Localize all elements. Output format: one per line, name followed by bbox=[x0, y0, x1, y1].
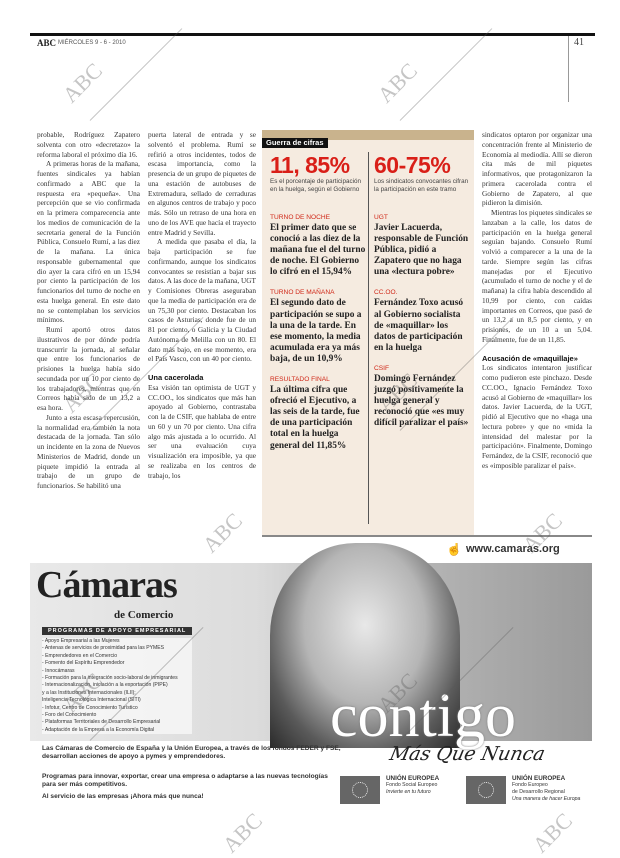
item-label: Resultado final bbox=[270, 376, 330, 384]
ad-text-3: Al servicio de las empresas ¡Ahora más q… bbox=[42, 793, 204, 800]
sidebar-unions: 60-75% Los sindicatos convocantes cifran… bbox=[374, 152, 470, 440]
item-label: CSIF bbox=[374, 364, 390, 372]
paragraph: A medida que pasaba el día, la baja part… bbox=[148, 237, 257, 364]
program-item: - Apoyo Empresarial a las Mujeres bbox=[42, 638, 120, 644]
paragraph: A primeras horas de la mañana, fuentes s… bbox=[37, 159, 140, 325]
paragraph: Los sindicatos intentaron justificar com… bbox=[482, 363, 592, 470]
item-text: La última cifra que ofreció el Ejecutivo… bbox=[270, 385, 360, 451]
article-column-2: puerta lateral de entrada y se solventó … bbox=[148, 130, 256, 480]
paragraph: Rumí aportó otros datos ilustrativos de … bbox=[37, 325, 140, 412]
unions-figure: 60-75% bbox=[374, 152, 451, 178]
eu-line: Invierte en tu futuro bbox=[386, 789, 431, 795]
paragraph: Esa visión tan optimista de UGT y CC.OO.… bbox=[148, 382, 256, 480]
program-item: - Emprendedores en el Comercio bbox=[42, 652, 118, 659]
eu-flag-icon bbox=[466, 776, 506, 804]
ad-url-link[interactable]: www.camaras.org bbox=[466, 543, 560, 555]
article-column-4: sindicatos optaron por organizar una con… bbox=[482, 130, 592, 471]
page-number: 41 bbox=[574, 37, 584, 48]
camaras-logo-sub: de Comercio bbox=[114, 609, 174, 621]
sidebar-header: Guerra de cifras bbox=[262, 130, 474, 148]
watermark: ABC bbox=[372, 57, 423, 108]
ad-photo-woman bbox=[270, 543, 460, 748]
paragraph: sindicatos optaron por organizar una con… bbox=[482, 130, 592, 208]
government-caption: Es el porcentaje de participación en la … bbox=[270, 178, 362, 193]
item-text: El segundo dato de participación se supo… bbox=[270, 298, 362, 364]
eu-line: Fondo Social Europeo bbox=[386, 782, 438, 788]
program-item: - Formación para la integración socio-la… bbox=[42, 675, 178, 682]
eu-line: Fondo Europeo bbox=[512, 782, 548, 788]
program-item: Inteligencia Tecnológica Internacional (… bbox=[42, 697, 141, 704]
unions-caption: Los sindicatos convocantes cifran la par… bbox=[374, 178, 469, 193]
ad-slogan: contigo bbox=[330, 682, 516, 750]
paragraph: Junto a esta escasa repercusión, la norm… bbox=[37, 412, 140, 490]
advertisement[interactable]: Cámaras de Comercio PROGRAMAS DE APOYO E… bbox=[30, 543, 592, 843]
eu-fse-label: UNIÓN EUROPEA Fondo Social Europeo Invie… bbox=[386, 775, 439, 796]
program-item: - Infotur, Centro de Conocimiento Turíst… bbox=[42, 704, 138, 711]
header-rule bbox=[30, 33, 595, 36]
eu-title: UNIÓN EUROPEA bbox=[386, 775, 440, 782]
pointer-hand-icon: ☝ bbox=[446, 543, 463, 556]
programs-list: - Apoyo Empresarial a las Mujeres - Ante… bbox=[42, 638, 192, 735]
eu-line: Una manera de hacer Europa bbox=[512, 796, 581, 802]
program-item: - Plataformas Territoriales de Desarroll… bbox=[42, 719, 161, 726]
eu-flag-icon bbox=[340, 776, 380, 804]
program-item: - Foro del Conocimiento bbox=[42, 712, 97, 719]
program-item: - Internacionalización, iniciación a la … bbox=[42, 682, 168, 689]
program-item: - Fomento del Espíritu Emprendedor bbox=[42, 660, 125, 667]
program-item: - Antenas de servicios de proximidad par… bbox=[42, 645, 165, 652]
paragraph: probable, Rodríguez Zapatero solventa co… bbox=[37, 130, 140, 159]
sidebar-government: 11, 85% Es el porcentaje de participació… bbox=[270, 152, 366, 463]
subheading: Acusación de «maquillaje» bbox=[482, 353, 578, 363]
issue-date: MIÉRCOLES 9 - 6 - 2010 bbox=[58, 40, 126, 46]
item-text: El primer dato que se conoció a las diez… bbox=[270, 223, 366, 278]
item-label: UGT bbox=[374, 214, 388, 221]
paragraph: puerta lateral de entrada y se solventó … bbox=[148, 130, 256, 237]
ad-text-2: Programas para innovar, exportar, crear … bbox=[42, 773, 328, 789]
camaras-logo: Cámaras bbox=[36, 564, 178, 606]
sidebar-title: Guerra de cifras bbox=[262, 138, 328, 148]
program-item: y a las Instituciones Internacionales (I… bbox=[42, 689, 136, 696]
item-text: Fernández Toxo acusó al Gobierno sociali… bbox=[374, 298, 464, 353]
subheading: Una cacerolada bbox=[148, 373, 204, 382]
program-item: - Innocámaras bbox=[42, 667, 75, 674]
watermark: ABC bbox=[57, 57, 108, 108]
programs-title: PROGRAMAS DE APOYO EMPRESARIAL bbox=[42, 627, 193, 635]
newspaper-brand: ABC bbox=[37, 38, 57, 48]
article-column-1: probable, Rodríguez Zapatero solventa co… bbox=[37, 130, 140, 491]
paragraph: Mientras los piquetes sindicales se lanz… bbox=[482, 208, 592, 344]
program-item: - Adaptación de la Empresa a la Economía… bbox=[42, 726, 155, 733]
item-label: Turno de mañana bbox=[270, 289, 335, 297]
sidebar-divider bbox=[368, 152, 369, 524]
item-text: Javier Lacuerda, responsable de Función … bbox=[374, 223, 469, 278]
eu-line: de Desarrollo Regional bbox=[512, 789, 565, 795]
item-label: CC.OO. bbox=[374, 289, 398, 297]
eu-feder-label: UNIÓN EUROPEA Fondo Europeo de Desarroll… bbox=[512, 775, 580, 803]
ad-text-1: Las Cámaras de Comercio de España y la U… bbox=[42, 745, 341, 761]
item-text: Domingo Fernández juzgó positivamente la… bbox=[374, 373, 469, 429]
article-bottom-rule bbox=[262, 535, 592, 537]
ad-slogan-script: Más Que Nunca bbox=[387, 743, 548, 765]
page-number-divider bbox=[568, 36, 569, 102]
item-label: Turno de noche bbox=[270, 214, 331, 221]
government-figure: 11, 85% bbox=[270, 152, 350, 178]
eu-title: UNIÓN EUROPEA bbox=[512, 775, 566, 782]
sidebar-box: Guerra de cifras 11, 85% Es el porcentaj… bbox=[262, 130, 474, 535]
